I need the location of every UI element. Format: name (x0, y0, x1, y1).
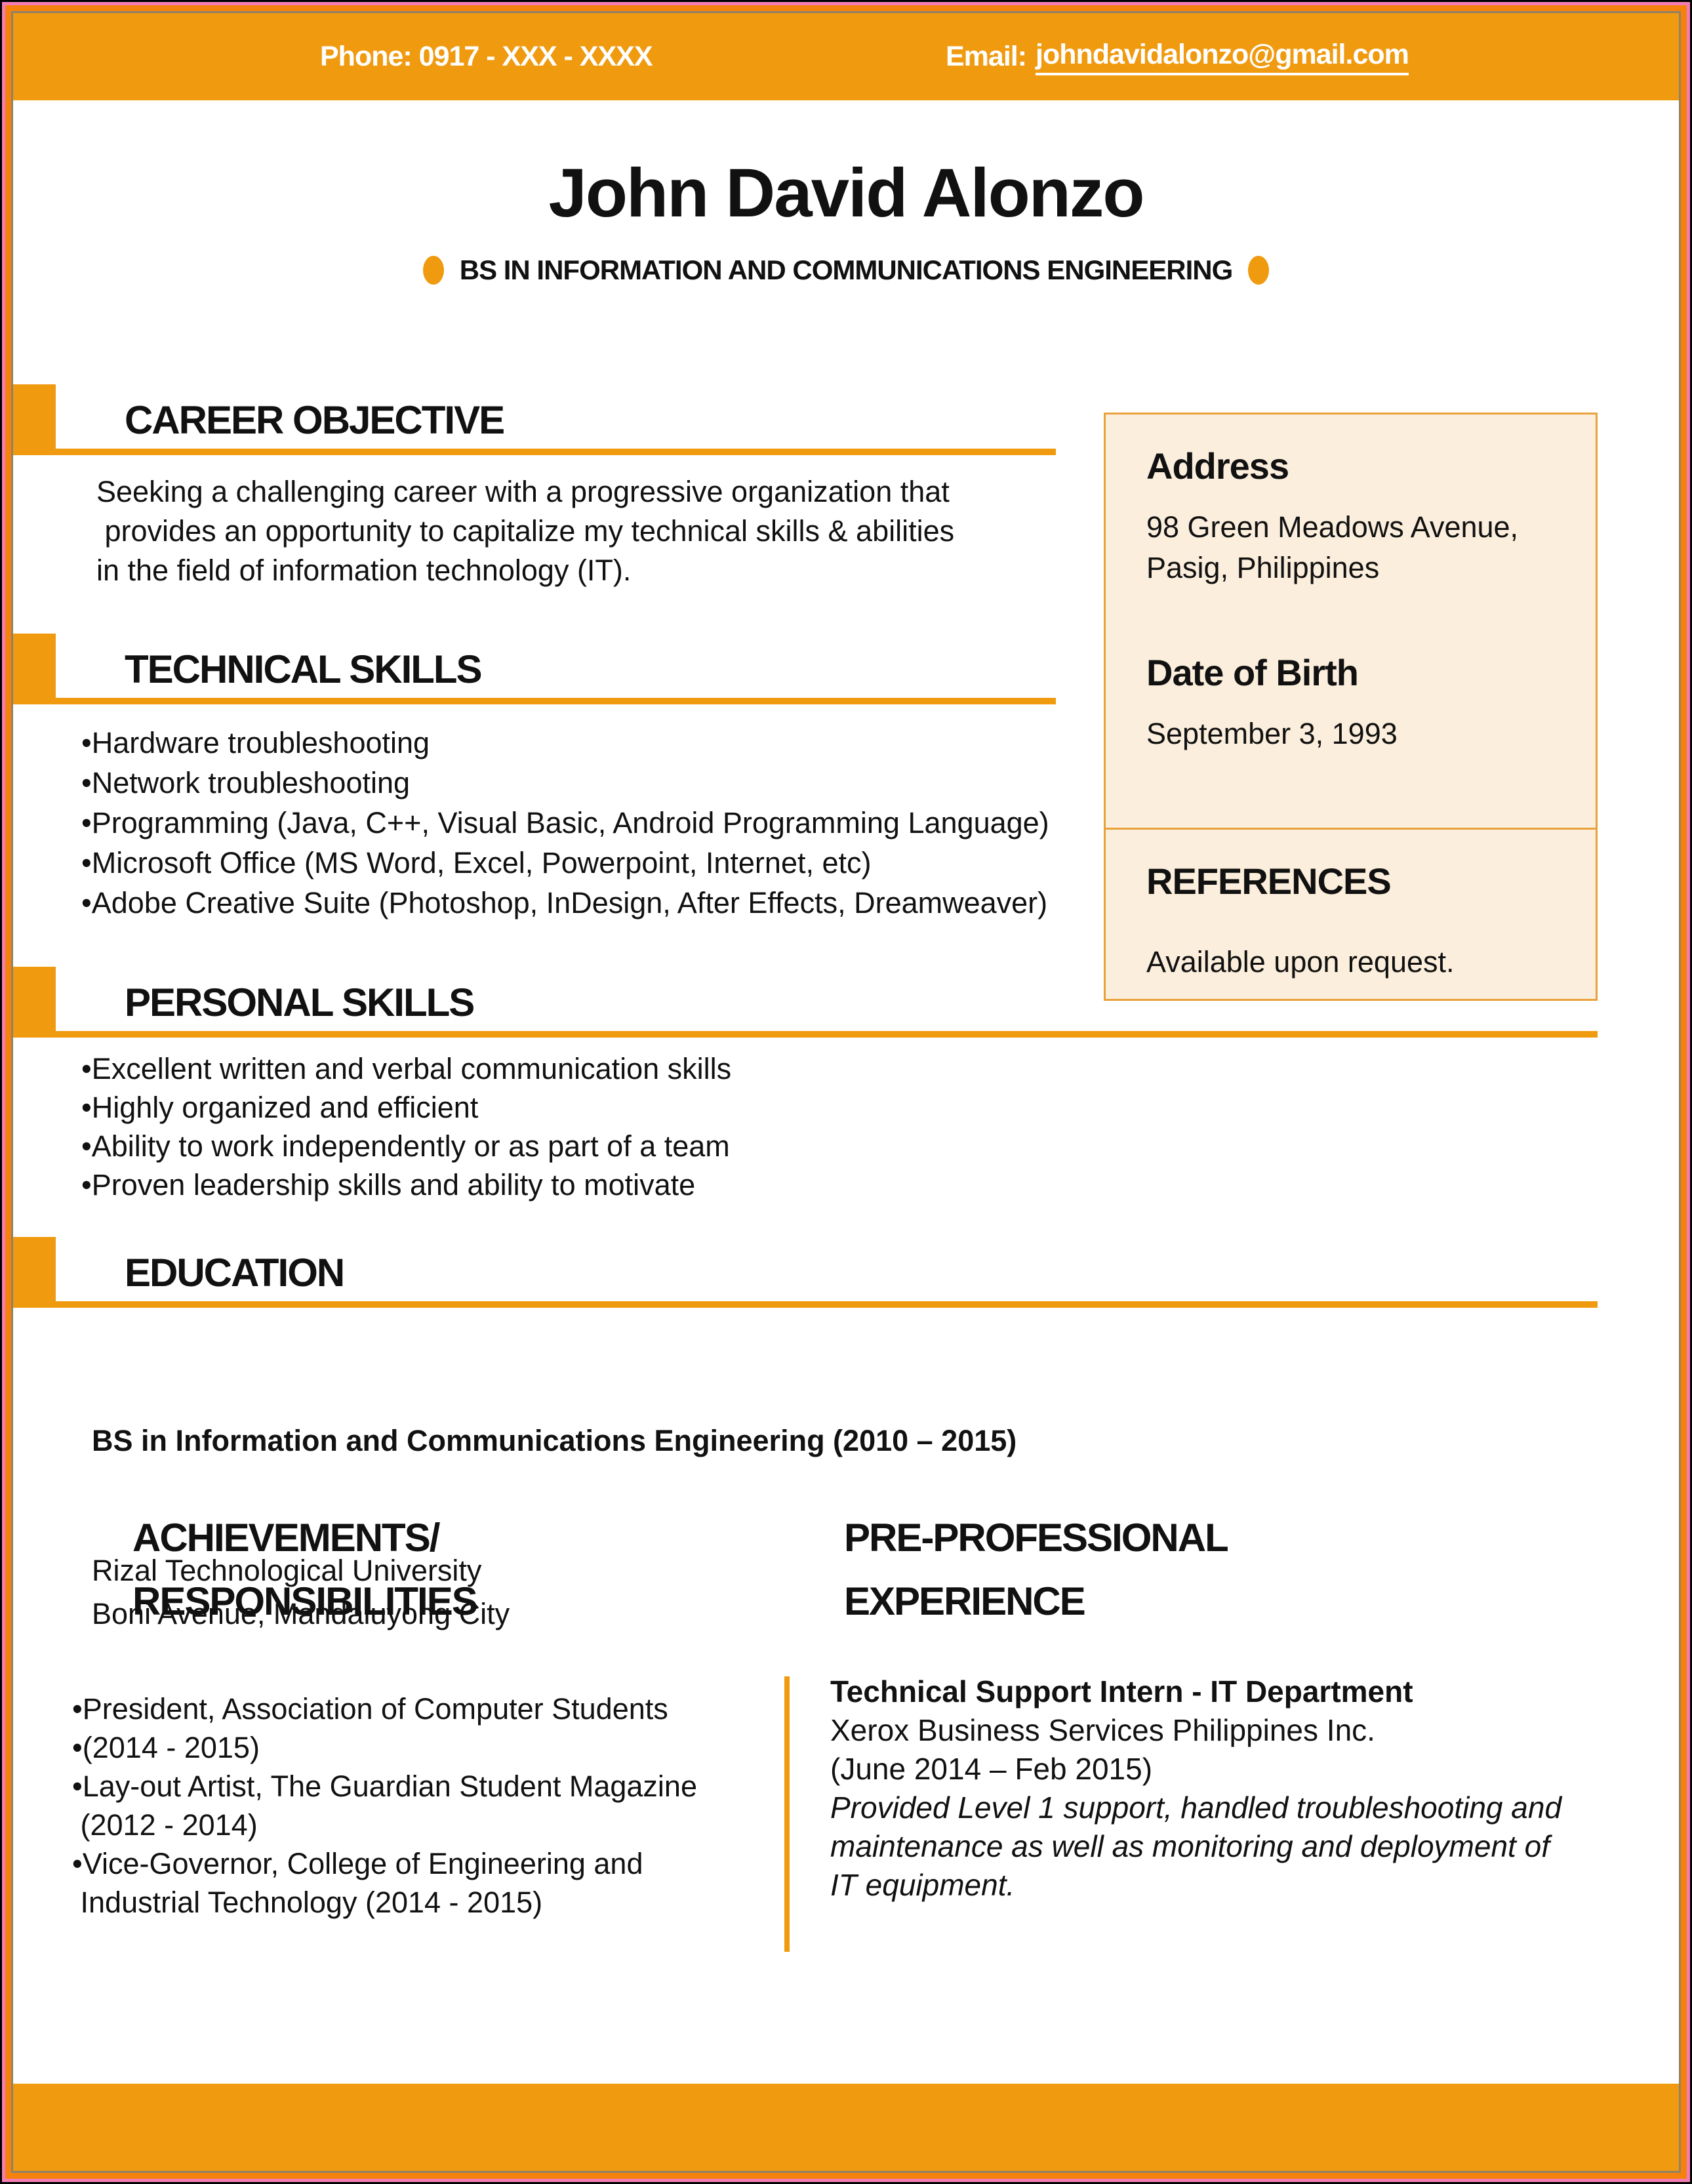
experience-entry: Technical Support Intern - IT Department… (830, 1672, 1604, 1905)
email-label: Email: (946, 41, 1027, 72)
technical-skills-list: •Hardware troubleshooting •Network troubl… (81, 723, 1049, 923)
email-row: Email: johndavidalonzo@gmail.com (946, 13, 1409, 100)
achievements-list-line: •Vice-Governor, College of Engineering a… (72, 1847, 643, 1880)
achievements-list-line: •(2014 - 2015) (72, 1731, 260, 1764)
experience-description-line: Provided Level 1 support, handled troubl… (830, 1790, 1562, 1825)
experience-lines-line: (June 2014 – Feb 2015) (830, 1752, 1153, 1786)
education-lines-line: Boni Avenue, Mandaluyong City (92, 1597, 510, 1630)
achievements-list: •President, Association of Computer Stud… (72, 1689, 697, 1922)
education-degree: BS in Information and Communications Eng… (92, 1424, 1017, 1457)
address-title: Address (1146, 445, 1289, 487)
experience-heading-line: PRE-PROFESSIONAL (844, 1516, 1229, 1560)
achievements-list-line: •President, Association of Computer Stud… (72, 1692, 668, 1726)
achievements-heading-line: RESPONSIBILITIES (132, 1579, 478, 1623)
bullet-dot-icon (1248, 256, 1270, 285)
degree-text: BS IN INFORMATION AND COMMUNICATIONS ENG… (459, 254, 1234, 285)
experience-role: Technical Support Intern - IT Department (830, 1674, 1413, 1709)
references-note: Available upon request. (1146, 945, 1455, 979)
experience-description-line: IT equipment. (830, 1868, 1015, 1902)
email-link[interactable]: johndavidalonzo@gmail.com (1036, 39, 1409, 75)
section-underline (13, 449, 1056, 455)
achievements-heading-line: ACHIEVEMENTS/ (132, 1516, 440, 1560)
experience-description: Provided Level 1 support, handled troubl… (830, 1789, 1604, 1905)
career-objective-text-line: provides an opportunity to capitalize my… (96, 514, 955, 548)
career-objective-title: CAREER OBJECTIVE (125, 397, 505, 442)
resume-content: Phone: 0917 - XXX - XXXX Email: johndavi… (13, 13, 1679, 2171)
technical-skills-list-line: •Hardware troubleshooting (81, 726, 430, 759)
address-lines-line: Pasig, Philippines (1146, 551, 1380, 584)
personal-skills-list-line: •Ability to work independently or as par… (81, 1129, 730, 1163)
personal-skills-title: PERSONAL SKILLS (125, 980, 475, 1024)
phone-number: Phone: 0917 - XXX - XXXX (320, 41, 653, 72)
address-lines-line: 98 Green Meadows Avenue, (1146, 510, 1519, 544)
header-banner (13, 13, 1679, 100)
technical-skills-title: TECHNICAL SKILLS (125, 647, 483, 691)
education-lines-line: Rizal Technological University (92, 1554, 482, 1587)
dob-value: September 3, 1993 (1146, 717, 1398, 750)
dob-title: Date of Birth (1146, 652, 1359, 693)
personal-skills-list-line: •Highly organized and efficient (81, 1091, 479, 1124)
experience-heading-line: EXPERIENCE (844, 1579, 1086, 1623)
achievements-list-line: Industrial Technology (2014 - 2015) (72, 1886, 543, 1919)
section-accent-block (13, 384, 56, 455)
experience-description-line: maintenance as well as monitoring and de… (830, 1829, 1550, 1863)
technical-skills-list-line: •Microsoft Office (MS Word, Excel, Power… (81, 846, 872, 880)
experience-heading: PRE-PROFESSIONAL EXPERIENCE (844, 1506, 1229, 1633)
orange-border: Phone: 0917 - XXX - XXXX Email: johndavi… (5, 5, 1687, 2179)
achievements-list-line: (2012 - 2014) (72, 1808, 258, 1842)
page: Phone: 0917 - XXX - XXXX Email: johndavi… (11, 11, 1681, 2173)
experience-lines: Xerox Business Services Philippines Inc.… (830, 1711, 1604, 1789)
section-accent-block (13, 967, 56, 1038)
achievements-heading: ACHIEVEMENTS/RESPONSIBILITIES (132, 1506, 478, 1633)
education-text: BS in Information and Communications Eng… (92, 1333, 1017, 1722)
experience-lines-line: Xerox Business Services Philippines Inc. (830, 1713, 1375, 1747)
technical-skills-list-line: •Network troubleshooting (81, 766, 411, 799)
personal-skills-list-line: •Proven leadership skills and ability to… (81, 1168, 696, 1202)
career-objective-text-line: Seeking a challenging career with a prog… (96, 475, 950, 508)
education-lines: Rizal Technological University Boni Avenu… (92, 1549, 1017, 1636)
section-underline (13, 1031, 1598, 1038)
personal-skills-list-line: •Excellent written and verbal communicat… (81, 1052, 732, 1085)
technical-skills-list-line: •Adobe Creative Suite (Photoshop, InDesi… (81, 886, 1048, 920)
section-accent-block (13, 634, 56, 704)
column-divider (784, 1676, 790, 1952)
section-accent-block (13, 1237, 56, 1308)
references-box: REFERENCES Available upon request. (1104, 828, 1598, 1001)
achievements-list-line: •Lay-out Artist, The Guardian Student Ma… (72, 1769, 697, 1803)
section-underline (13, 698, 1056, 704)
technical-skills-list-line: •Programming (Java, C++, Visual Basic, A… (81, 806, 1049, 839)
career-objective-text-line: in the field of information technology (… (96, 554, 632, 587)
candidate-name: John David Alonzo (548, 155, 1144, 232)
personal-skills-list: •Excellent written and verbal communicat… (81, 1049, 731, 1204)
bullet-dot-icon (422, 256, 444, 285)
address-box: Address 98 Green Meadows Avenue, Pasig, P… (1104, 413, 1598, 891)
address-lines: 98 Green Meadows Avenue, Pasig, Philippin… (1146, 507, 1555, 588)
career-objective-text: Seeking a challenging career with a prog… (96, 472, 954, 590)
references-title: REFERENCES (1146, 860, 1392, 902)
section-underline (13, 1301, 1598, 1308)
degree-subtitle: BS IN INFORMATION AND COMMUNICATIONS ENG… (13, 254, 1679, 286)
footer-banner (13, 2084, 1679, 2171)
education-title: EDUCATION (125, 1250, 345, 1295)
